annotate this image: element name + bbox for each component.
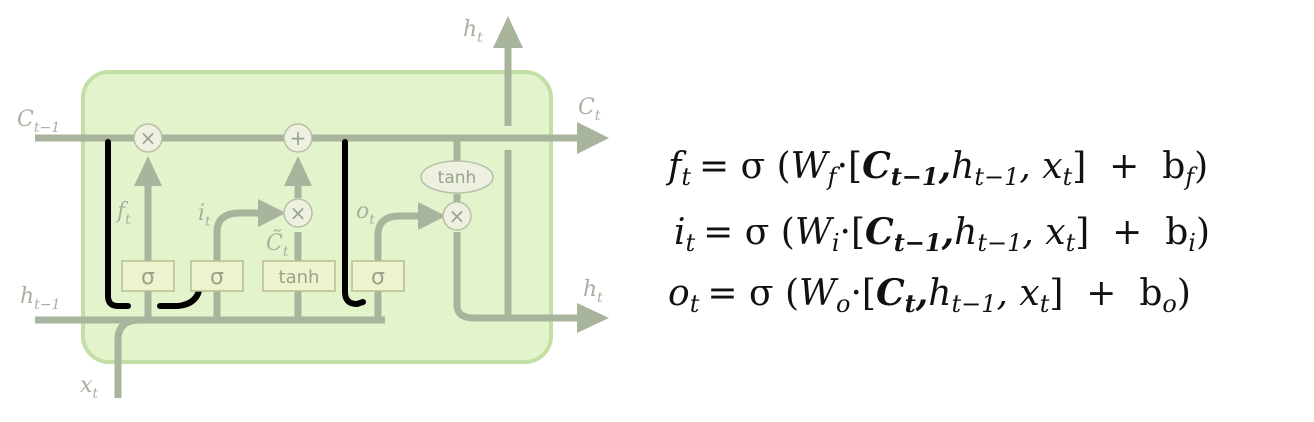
input-multiply-symbol: ×: [290, 201, 307, 225]
output-gate-label: σ: [371, 265, 385, 290]
equation-output: ot = σ (Wo·[Ct,ht−1, xt] + bo): [668, 272, 1191, 318]
label-c-prev: Ct−1: [17, 107, 60, 136]
x-input-line: [114, 316, 141, 398]
equation-input: it = σ (Wi·[Ct−1,ht−1, xt] + bi): [674, 211, 1210, 257]
label-c-t: Ct: [578, 95, 601, 124]
output-gate-line: [374, 212, 422, 320]
peephole-output: [342, 139, 366, 308]
equations: ft = σ (Wf·[Ct−1,ht−1, xt] + bf) it = σ (W…: [665, 145, 1210, 318]
add-symbol: +: [290, 126, 307, 150]
label-i-t: it: [198, 201, 211, 230]
forget-gate-box: [121, 260, 175, 292]
peephole-forget: [105, 139, 131, 309]
forget-arrow: [134, 156, 162, 186]
cell-state-arrow: [577, 122, 609, 154]
candidate-gate-box: [262, 260, 336, 292]
forget-multiply-symbol: ×: [140, 126, 157, 150]
input-gate-label: σ: [210, 265, 224, 290]
input-multiply-node: [283, 198, 313, 228]
input-gate-line: [213, 209, 262, 320]
add-node: [283, 123, 313, 153]
ht-top-arrow: [493, 16, 523, 48]
forget-multiply-node: [133, 123, 163, 153]
label-o-t: ot: [356, 199, 375, 228]
input-gate-box: [190, 260, 244, 292]
tanh-oval-label: tanh: [438, 168, 477, 188]
gate-boxes: σ σ tanh σ: [121, 260, 405, 292]
add-arrow: [284, 156, 312, 186]
arrowheads: [134, 16, 609, 333]
input-arrow: [258, 199, 286, 227]
label-h-t-right: ht: [583, 277, 603, 306]
output-multiply-symbol: ×: [449, 204, 466, 228]
output-gate-box: [351, 260, 405, 292]
label-x-t: xt: [80, 373, 98, 402]
pointwise-ops: × + × × tanh: [133, 123, 494, 231]
forget-gate-label: σ: [141, 265, 155, 290]
ht-output-line: [453, 232, 585, 322]
diagram-labels: Ct−1 Ct ht−1 ht ht xt ft it ot C̃t: [17, 17, 603, 402]
tanh-oval: [420, 160, 494, 194]
label-c-tilde: C̃t: [266, 230, 289, 260]
label-h-prev: ht−1: [20, 284, 60, 313]
equation-forget: ft = σ (Wf·[Ct−1,ht−1, xt] + bf): [665, 145, 1208, 191]
flow-lines: [35, 48, 585, 398]
ht-right-arrow: [577, 303, 609, 333]
output-multiply-node: [442, 201, 472, 231]
output-arrow: [418, 202, 446, 230]
label-h-t-top: ht: [463, 17, 483, 46]
candidate-gate-label: tanh: [279, 267, 320, 288]
